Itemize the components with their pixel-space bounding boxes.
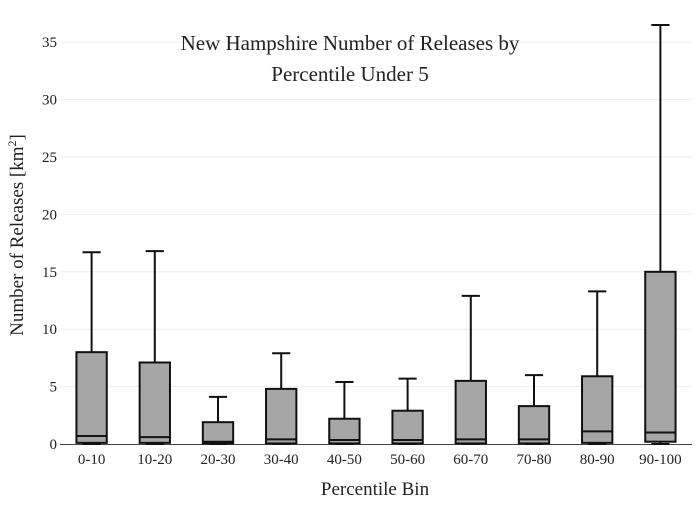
box-iqr bbox=[517, 405, 551, 445]
box-group bbox=[454, 294, 487, 445]
x-tick-label: 70-80 bbox=[517, 452, 552, 468]
box-group bbox=[201, 395, 235, 445]
box-group bbox=[581, 290, 614, 445]
box-group bbox=[265, 352, 298, 445]
y-tick-label: 20 bbox=[42, 207, 57, 223]
chart-title-line-1: New Hampshire Number of Releases by bbox=[181, 31, 520, 55]
y-axis-label-main: Number of Releases [km bbox=[7, 146, 28, 336]
x-tick-label: 30-40 bbox=[264, 452, 299, 468]
box-group bbox=[328, 381, 361, 445]
y-tick-label: 10 bbox=[42, 322, 57, 338]
box-group bbox=[75, 251, 108, 445]
box-iqr bbox=[138, 361, 171, 444]
box-group bbox=[644, 24, 677, 445]
tick-labels: 0 5 10 15 20 25 30 35 0-10 10-20 20-30 30-40 40-50 50… bbox=[42, 35, 682, 468]
x-tick-label: 40-50 bbox=[327, 452, 362, 468]
box-iqr bbox=[644, 270, 677, 443]
x-tick-label: 20-30 bbox=[201, 452, 236, 468]
x-tick-label: 90-100 bbox=[639, 452, 682, 468]
box-iqr bbox=[75, 351, 108, 444]
gridlines bbox=[60, 41, 692, 388]
box-iqr bbox=[391, 409, 424, 445]
box-iqr bbox=[581, 375, 614, 444]
x-tick-label: 60-70 bbox=[453, 452, 488, 468]
y-tick-label: 5 bbox=[50, 380, 58, 396]
y-axis-label-superscript: 2 bbox=[5, 140, 19, 146]
box-group bbox=[517, 374, 551, 445]
x-tick-label: 10-20 bbox=[137, 452, 172, 468]
y-tick-label: 0 bbox=[50, 437, 58, 453]
y-tick-label: 15 bbox=[42, 265, 57, 281]
box-group bbox=[391, 377, 424, 445]
y-axis-label-suffix: ] bbox=[7, 134, 28, 140]
x-tick-label: 0-10 bbox=[78, 452, 106, 468]
box-iqr bbox=[265, 387, 298, 445]
box-iqr bbox=[454, 379, 487, 445]
box-group bbox=[138, 250, 171, 445]
y-tick-label: 25 bbox=[42, 150, 57, 166]
x-tick-label: 50-60 bbox=[390, 452, 425, 468]
boxes bbox=[75, 24, 677, 445]
box-iqr bbox=[201, 421, 235, 445]
y-axis-label: Number of Releases [km2] bbox=[5, 134, 28, 336]
x-tick-label: 80-90 bbox=[580, 452, 615, 468]
y-tick-label: 30 bbox=[42, 93, 57, 109]
y-tick-label: 35 bbox=[42, 35, 57, 51]
x-axis-label: Percentile Bin bbox=[321, 479, 430, 500]
chart-title-line-2: Percentile Under 5 bbox=[271, 62, 428, 86]
